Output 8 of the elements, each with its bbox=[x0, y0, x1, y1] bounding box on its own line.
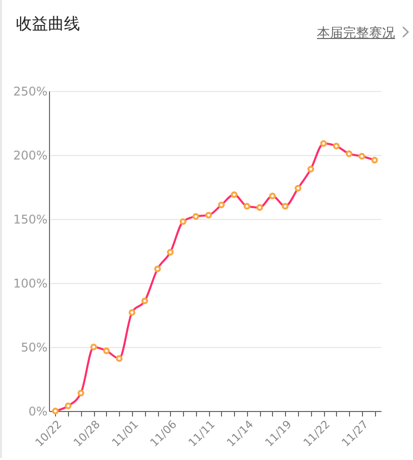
text: 本届完整赛况 bbox=[317, 25, 395, 42]
y-tick-label: 150% bbox=[13, 212, 48, 226]
y-tick-label: 0% bbox=[28, 404, 48, 418]
y-tick-label: 100% bbox=[13, 276, 48, 290]
y-tick-label: 250% bbox=[13, 84, 48, 98]
y-tick-label: 200% bbox=[13, 148, 48, 162]
chart-title: 收益曲线 bbox=[16, 14, 80, 35]
y-tick-label: 50% bbox=[20, 340, 48, 354]
